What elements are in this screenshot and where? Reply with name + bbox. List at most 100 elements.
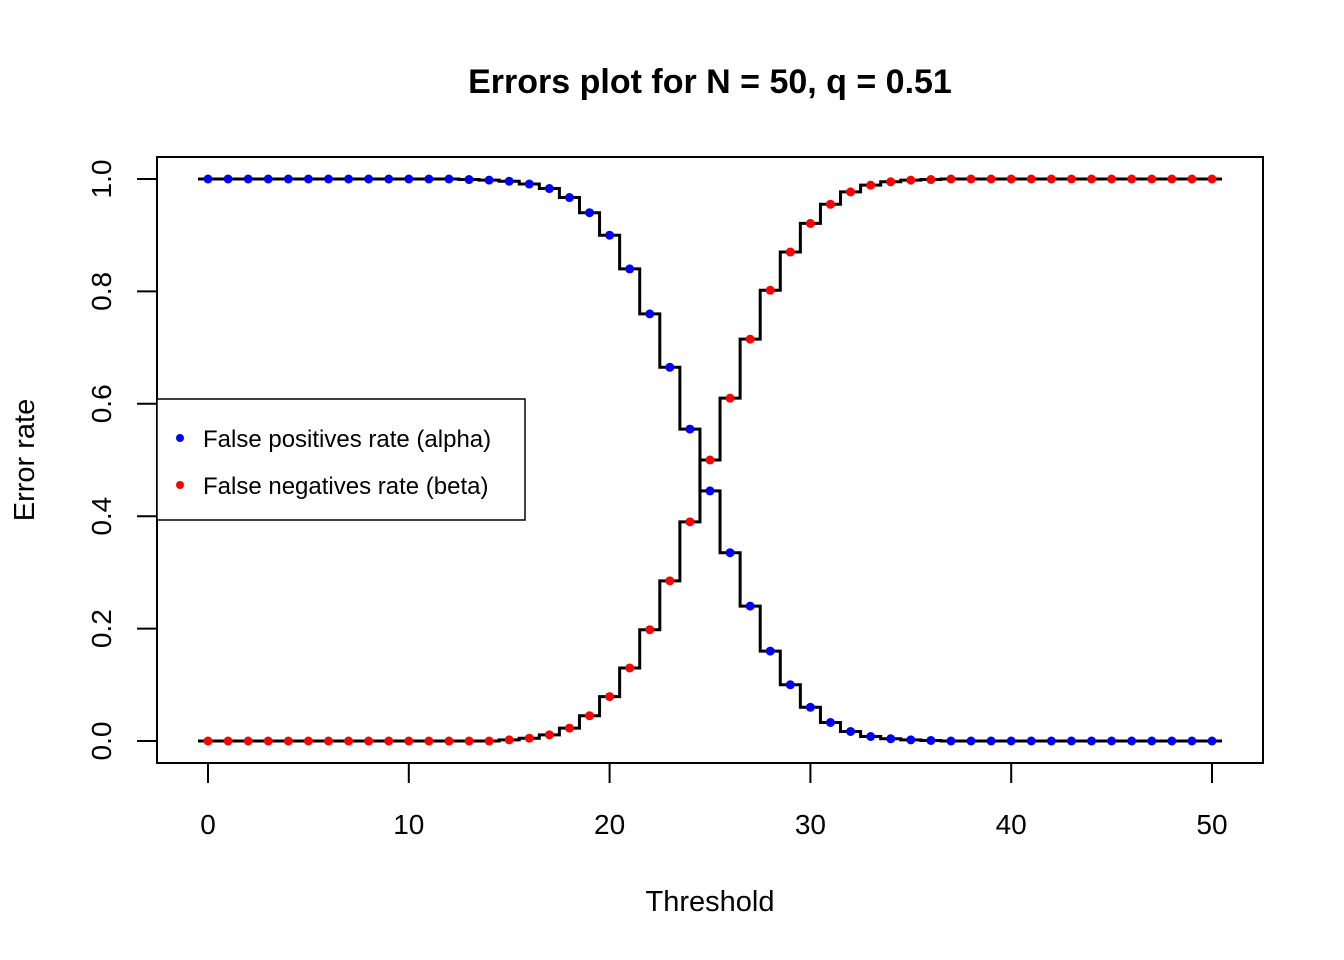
series-0-point	[303, 174, 313, 184]
series-1-point	[243, 736, 253, 746]
series-1-point	[966, 174, 976, 184]
series-1-point	[444, 736, 454, 746]
series-0-point	[805, 702, 815, 712]
y-tick-label: 0.0	[86, 722, 117, 761]
series-0-point	[605, 230, 615, 240]
legend-marker-beta	[176, 481, 184, 489]
series-1-point	[926, 175, 936, 185]
series-1-point	[524, 733, 534, 743]
series-0-point	[1127, 736, 1137, 746]
series-0-point	[926, 735, 936, 745]
series-1-point	[605, 692, 615, 702]
series-0-point	[384, 174, 394, 184]
series-layer	[197, 174, 1223, 746]
legend-box	[156, 398, 526, 521]
series-1-point	[424, 736, 434, 746]
series-0-point	[906, 735, 916, 745]
series-1-point	[805, 218, 815, 228]
series-0-point	[344, 174, 354, 184]
series-1-point	[906, 175, 916, 185]
series-0-point	[685, 424, 695, 434]
series-0-point	[665, 362, 675, 372]
x-tick-label: 0	[200, 809, 216, 840]
series-1-point	[564, 723, 574, 733]
series-1-point	[1006, 174, 1016, 184]
series-0-point	[705, 486, 715, 496]
y-axis-label: Error rate	[9, 399, 41, 521]
series-1-point	[986, 174, 996, 184]
series-1-point	[685, 517, 695, 527]
series-1-point	[1127, 174, 1137, 184]
series-1-point	[344, 736, 354, 746]
series-1-point	[665, 576, 675, 586]
y-tick-label: 0.8	[86, 272, 117, 311]
series-0-point	[625, 264, 635, 274]
series-1-point	[303, 736, 313, 746]
series-0-point	[986, 736, 996, 746]
series-1-point	[1207, 174, 1217, 184]
series-1-point	[585, 711, 595, 721]
x-axis: 0 10 20 30 40 50	[200, 762, 1228, 840]
series-1-point	[645, 625, 655, 635]
series-0-point	[404, 174, 414, 184]
x-axis-label: Threshold	[646, 886, 775, 918]
series-1-point	[323, 736, 333, 746]
series-0-point	[825, 717, 835, 727]
series-0-point	[243, 174, 253, 184]
series-1-point	[1147, 174, 1157, 184]
series-0-point	[524, 179, 534, 189]
series-0-point	[223, 174, 233, 184]
series-0-point	[585, 208, 595, 218]
x-tick-label: 20	[594, 809, 625, 840]
series-1-point	[785, 247, 795, 257]
series-0-point	[1087, 736, 1097, 746]
chart-title: Errors plot for N = 50, q = 0.51	[468, 63, 952, 101]
series-0-point	[645, 309, 655, 319]
legend: False positives rate (alpha) False negat…	[156, 398, 526, 521]
series-1-point	[1087, 174, 1097, 184]
series-1-point	[745, 334, 755, 344]
series-0-point	[444, 174, 454, 184]
series-0-point	[263, 174, 273, 184]
series-1-point	[1167, 174, 1177, 184]
series-0-point	[323, 174, 333, 184]
series-0-point	[886, 734, 896, 744]
series-0-point	[1207, 736, 1217, 746]
series-1-point	[1107, 174, 1117, 184]
series-1-point	[1187, 174, 1197, 184]
series-0-point	[1006, 736, 1016, 746]
x-tick-label: 50	[1196, 809, 1227, 840]
y-axis: 0.0 0.2 0.4 0.6 0.8 1.0	[86, 160, 158, 761]
series-1-point	[544, 730, 554, 740]
series-1-point	[705, 455, 715, 465]
series-1-point	[1046, 174, 1056, 184]
series-1-point	[384, 736, 394, 746]
series-0-point	[866, 732, 876, 742]
series-1-point	[1026, 174, 1036, 184]
series-0-point	[364, 174, 374, 184]
series-1-point	[263, 736, 273, 746]
series-1-point	[484, 736, 494, 746]
series-1-point	[625, 663, 635, 673]
series-0-point	[1187, 736, 1197, 746]
series-0-point	[283, 174, 293, 184]
series-1-point	[825, 199, 835, 209]
series-0-point	[785, 680, 795, 690]
series-0-point	[1167, 736, 1177, 746]
series-0-point	[1066, 736, 1076, 746]
series-0-point	[765, 646, 775, 656]
series-1-point	[223, 736, 233, 746]
series-0-point	[846, 726, 856, 736]
y-tick-label: 1.0	[86, 160, 117, 199]
series-1-point	[725, 393, 735, 403]
series-1-point	[404, 736, 414, 746]
series-1-point	[364, 736, 374, 746]
y-tick-label: 0.6	[86, 384, 117, 423]
series-0-point	[203, 174, 213, 184]
series-0-point	[1147, 736, 1157, 746]
series-1-point	[504, 735, 514, 745]
series-1-point	[1066, 174, 1076, 184]
x-tick-label: 10	[393, 809, 424, 840]
series-0-point	[464, 175, 474, 185]
y-tick-label: 0.4	[86, 497, 117, 536]
